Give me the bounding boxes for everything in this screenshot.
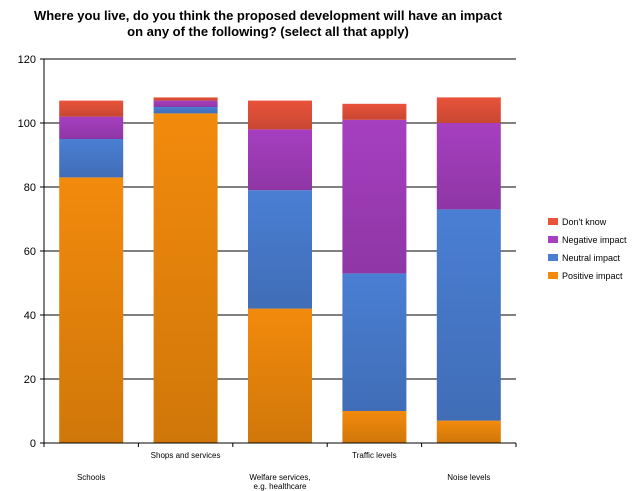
bar-segment <box>248 129 312 191</box>
chart-title-line-1: Where you live, do you think the propose… <box>33 8 503 23</box>
legend-label: Neutral impact <box>562 253 621 263</box>
bar-segment <box>59 100 124 117</box>
y-tick-label: 20 <box>24 374 36 386</box>
bar-segment <box>436 420 501 443</box>
bar-segment <box>342 119 407 274</box>
bar-segment <box>153 107 218 114</box>
x-category-label: Traffic levels <box>352 451 396 460</box>
x-category-label: Schools <box>77 473 105 482</box>
y-tick-label: 40 <box>24 310 36 322</box>
legend-label: Negative impact <box>562 235 627 245</box>
bar-segment <box>153 113 218 444</box>
bar-segment <box>59 177 124 443</box>
axis-labels: 0 20 40 60 80 100 120 Schools Shops and services… <box>18 54 491 491</box>
y-tick-label: 60 <box>24 246 36 258</box>
bar-segment <box>436 97 501 123</box>
legend-swatch <box>548 272 558 279</box>
chart-title-line-2: on any of the following? (select all tha… <box>127 24 409 39</box>
bar-segment <box>153 97 218 101</box>
legend-label: Positive impact <box>562 271 623 281</box>
bar-segment <box>248 190 312 309</box>
x-category-label: e.g. healthcare <box>254 482 307 491</box>
bar-segment <box>342 273 407 411</box>
legend-label: Don't know <box>562 217 607 227</box>
bar-segment <box>436 209 501 421</box>
x-category-label: Welfare services, <box>249 473 310 482</box>
legend-swatch <box>548 218 558 225</box>
axes <box>43 59 517 447</box>
legend-swatch <box>548 236 558 243</box>
bar-segment <box>436 123 501 210</box>
bar-segment <box>59 116 124 139</box>
bar-segment <box>342 411 407 443</box>
bars <box>59 97 501 444</box>
bar-segment <box>248 100 312 130</box>
x-category-label: Shops and services <box>151 451 221 460</box>
legend: Don't know Negative impact Neutral impact P… <box>548 217 627 281</box>
y-tick-label: 0 <box>30 438 36 450</box>
bar-segment <box>153 100 218 107</box>
y-tick-label: 80 <box>24 182 36 194</box>
bar-segment <box>248 308 312 443</box>
x-category-label: Noise levels <box>447 473 490 482</box>
chart-title: Where you live, do you think the propose… <box>0 8 536 40</box>
bar-segment <box>59 139 124 178</box>
y-tick-label: 100 <box>18 118 36 130</box>
y-tick-label: 120 <box>18 54 36 66</box>
bar-segment <box>342 103 407 120</box>
legend-swatch <box>548 254 558 261</box>
